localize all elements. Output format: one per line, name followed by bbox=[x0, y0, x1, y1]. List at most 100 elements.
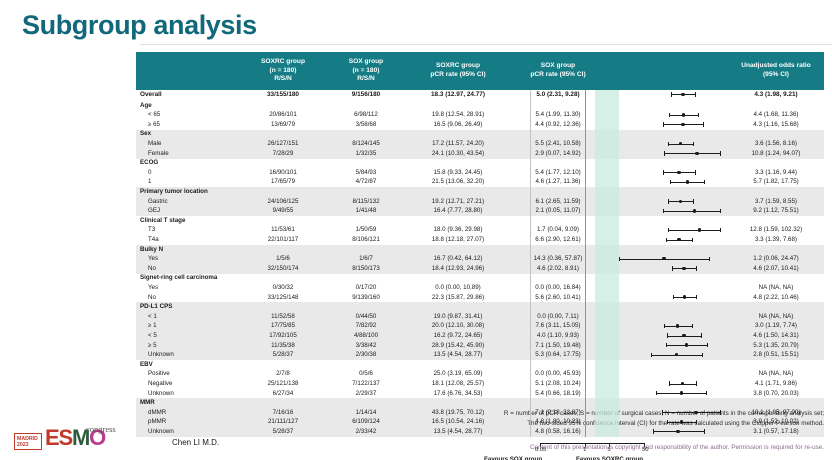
cell-sox-n: 8/150/173 bbox=[352, 264, 380, 272]
cell-soxrc-n: 24/106/125 bbox=[267, 197, 299, 205]
cell-forest bbox=[606, 389, 728, 399]
row-label: ≥ 1 bbox=[148, 322, 157, 330]
favours-right-label: Favours SOXRC group bbox=[576, 456, 644, 460]
row-label: Negative bbox=[148, 379, 173, 387]
title-divider bbox=[140, 44, 832, 45]
forest-axis bbox=[540, 443, 645, 447]
congress-word: congress bbox=[86, 424, 116, 434]
axis-tick-label: 50 bbox=[642, 447, 649, 453]
cell-sox-n: 2/33/42 bbox=[355, 427, 377, 435]
forest-marker bbox=[606, 111, 728, 121]
group-header-row: Signet-ring cell carcinoma bbox=[136, 274, 824, 284]
cell-forest bbox=[606, 120, 728, 130]
group-primary-tumor-location: Primary tumor location Gastric 24/106/125 8… bbox=[136, 187, 824, 217]
cell-sox-n: 4/88/100 bbox=[353, 331, 379, 339]
group-name: EBV bbox=[140, 360, 153, 368]
cell-sox-pcr: 5.4 (1.77, 12.10) bbox=[535, 168, 581, 176]
cell-sox-n: 8/124/145 bbox=[352, 140, 380, 148]
group-header-row: MMR bbox=[136, 398, 824, 408]
group-name: ECOG bbox=[140, 159, 159, 167]
cell-sox-pcr: 5.4 (0.66, 18.19) bbox=[535, 389, 581, 397]
group-age: Age < 65 20/86/101 6/98/112 19.8 (12.54, 28.… bbox=[136, 101, 824, 130]
row-label: Male bbox=[148, 140, 162, 148]
row-label: 1 bbox=[148, 178, 152, 186]
cell-sox-pcr: 0.0 (0.00, 16.84) bbox=[535, 283, 581, 291]
forest-marker bbox=[606, 90, 728, 100]
cell-soxrc-pcr: 18.4 (12.93, 24.96) bbox=[431, 264, 485, 272]
row-label: Yes bbox=[148, 283, 159, 291]
esmo-logo-m: M bbox=[71, 425, 90, 450]
forest-marker bbox=[606, 427, 728, 437]
cell-forest bbox=[606, 255, 728, 265]
row-label: pMMR bbox=[148, 418, 167, 426]
forest-marker bbox=[606, 178, 728, 188]
cell-sox-pcr: 5.5 (2.41, 10.58) bbox=[535, 140, 581, 148]
row-label: Female bbox=[148, 149, 169, 157]
cell-sox-n: 7/122/137 bbox=[352, 379, 380, 387]
group-header-row: Age bbox=[136, 101, 824, 111]
cell-sox-pcr: 6.1 (2.65, 11.59) bbox=[535, 197, 581, 205]
plot-column-divider bbox=[530, 90, 531, 437]
forest-marker bbox=[606, 418, 728, 428]
row-label: Gastric bbox=[148, 197, 168, 205]
header-odds-ratio: Unadjusted odds ratio (95% CI) bbox=[741, 62, 811, 78]
cell-sox-pcr: 4.0 (1.10, 9.93) bbox=[537, 331, 579, 339]
cell-soxrc-n: 33/155/180 bbox=[267, 91, 299, 99]
cell-soxrc-pcr: 16.5 (10.54, 24.16) bbox=[431, 418, 485, 426]
footnote-2: The two-sided 95% confidence interval (C… bbox=[527, 420, 824, 427]
cell-soxrc-n: 11/35/38 bbox=[271, 341, 295, 349]
cell-soxrc-pcr: 43.8 (19.75, 70.12) bbox=[431, 408, 485, 416]
cell-soxrc-n: 13/69/79 bbox=[270, 120, 296, 128]
author-name: Chen LI M.D. bbox=[172, 438, 220, 447]
table-row: < 65 20/86/101 6/98/112 19.8 (12.54, 28.91)… bbox=[136, 111, 824, 121]
cell-soxrc-n: 7/16/16 bbox=[272, 408, 294, 416]
cell-sox-pcr: 4.4 (0.92, 12.36) bbox=[535, 120, 581, 128]
group-mmr: MMR dMMR 7/16/16 1/14/14 43.8 (19.75, 70.12)… bbox=[136, 398, 824, 437]
row-label: < 1 bbox=[148, 312, 157, 320]
header-sox-n: SOX group (n = 180) R/S/N bbox=[348, 57, 384, 83]
table-row: < 1 11/52/58 0/44/50 19.0 (9.87, 31.41) 0.0 … bbox=[136, 312, 824, 322]
cell-sox-pcr: 2.9 (0.07, 14.92) bbox=[535, 149, 581, 157]
cell-forest bbox=[606, 168, 728, 178]
group-sex: Sex Male 26/127/151 8/124/145 17.2 (11.57, 2… bbox=[136, 129, 824, 159]
cell-odds-ratio: 4.8 (2.22, 10.46) bbox=[753, 293, 799, 301]
cell-soxrc-n: 11/53/61 bbox=[271, 226, 295, 234]
cell-soxrc-pcr: 18.8 (12.18, 27.07) bbox=[431, 236, 485, 243]
group-signet-ring-cell-carcinoma: Signet-ring cell carcinoma Yes 0/30/32 0/17… bbox=[136, 273, 824, 303]
cell-soxrc-n: 11/52/58 bbox=[271, 312, 295, 320]
cell-soxrc-n: 0/30/32 bbox=[272, 283, 294, 291]
cell-soxrc-n: 33/125/148 bbox=[267, 293, 299, 301]
cell-forest bbox=[606, 226, 728, 236]
group-header-row: Primary tumor location bbox=[136, 187, 824, 197]
group-name: Bulky N bbox=[140, 245, 164, 253]
subgroup-analysis-table: SOXRC group (n = 180) R/S/N SOX group (n… bbox=[136, 52, 824, 437]
group-bulky-n: Bulky N Yes 1/5/6 1/6/7 16.7 (0.42, 64.12) 14… bbox=[136, 244, 824, 274]
cell-soxrc-n: 22/101/117 bbox=[267, 236, 299, 243]
group-name: Age bbox=[140, 101, 152, 109]
cell-sox-n: 4/72/87 bbox=[355, 178, 377, 186]
table-row: pMMR 21/111/127 6/109/124 16.5 (10.54, 24.1… bbox=[136, 418, 824, 428]
forest-marker bbox=[606, 331, 728, 341]
axis-tick bbox=[644, 443, 645, 447]
forest-marker bbox=[606, 197, 728, 207]
cell-odds-ratio: 12.8 (1.59, 102.32) bbox=[749, 226, 803, 234]
cell-soxrc-n: 9/49/55 bbox=[272, 207, 294, 215]
cell-sox-pcr: 6.6 (2.90, 12.61) bbox=[535, 236, 581, 243]
cell-odds-ratio: 4.3 (1.98, 9.21) bbox=[754, 91, 798, 99]
group-ebv: EBV Positive 2/7/8 0/5/6 25.0 (3.19, 65.09) 0… bbox=[136, 360, 824, 399]
cell-sox-n: 9/139/160 bbox=[352, 293, 380, 301]
cell-forest bbox=[606, 111, 728, 121]
cell-sox-pcr: 7.1 (1.50, 19.48) bbox=[535, 341, 581, 349]
cell-sox-pcr: 4.6 (1.27, 11.36) bbox=[535, 178, 581, 186]
cell-odds-ratio: NA (NA, NA) bbox=[758, 370, 794, 378]
cell-sox-n: 9/156/180 bbox=[351, 91, 381, 99]
cell-soxrc-pcr: 19.8 (12.54, 28.91) bbox=[431, 111, 485, 119]
table-row: Yes 0/30/32 0/17/20 0.0 (0.00, 10.89) 0.0 (0… bbox=[136, 283, 824, 293]
row-label: T3 bbox=[148, 226, 156, 234]
cell-soxrc-pcr: 13.5 (4.54, 28.77) bbox=[433, 351, 483, 359]
cell-soxrc-pcr: 0.0 (0.00, 10.89) bbox=[435, 283, 481, 291]
group-name: Clinical T stage bbox=[140, 216, 186, 224]
cell-soxrc-pcr: 17.6 (6.76, 34.53) bbox=[433, 389, 483, 397]
cell-soxrc-n: 6/27/34 bbox=[272, 389, 294, 397]
table-row: 1 17/65/79 4/72/87 21.5 (13.06, 32.20) 4.6 (… bbox=[136, 178, 824, 188]
